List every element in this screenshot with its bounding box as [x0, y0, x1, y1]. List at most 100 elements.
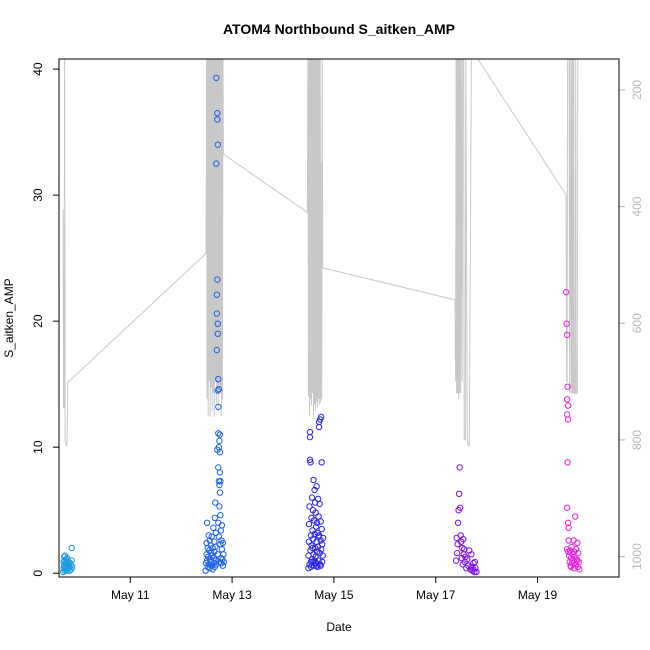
data-point-0-29 [68, 566, 75, 573]
data-point-2-34 [313, 483, 320, 490]
concentration-line-layer [62, 59, 579, 447]
data-point-1-45 [214, 320, 222, 327]
data-point-0-27 [68, 557, 75, 564]
data-point-1-77 [219, 562, 227, 569]
data-point-2-6 [306, 456, 314, 463]
data-point-1-32 [212, 557, 220, 564]
data-point-1-65 [216, 489, 224, 496]
data-point-2-52 [318, 413, 325, 421]
y2-tick-label-0: 200 [630, 80, 644, 100]
data-point-2-57 [319, 541, 326, 548]
data-point-2-8 [306, 428, 314, 436]
data-point-4-36 [567, 563, 575, 571]
data-point-1-58 [216, 437, 223, 445]
data-point-3-8 [457, 504, 464, 511]
data-points-layer [59, 74, 583, 576]
data-point-1-78 [220, 551, 227, 558]
data-point-1-66 [217, 478, 224, 485]
y2-tick-label-2: 600 [630, 313, 644, 333]
axes-layer: May 11 May 13 May 15 May 17 May 19 0 10 20 30 40 2… [31, 62, 644, 602]
data-point-2-54 [318, 525, 325, 533]
plot-frame [58, 58, 620, 578]
data-point-4-0 [562, 289, 570, 296]
data-point-2-47 [316, 500, 323, 508]
y-axis-title: S_aitken_AMP [2, 278, 16, 357]
data-point-4-34 [575, 558, 582, 566]
data-point-3-32 [471, 558, 479, 566]
data-point-0-26 [68, 544, 75, 552]
y2-tick-label-4: 1000 [630, 543, 644, 570]
y2-tick-label-3: 800 [630, 430, 644, 450]
data-point-2-61 [309, 544, 316, 552]
data-point-3-31 [470, 566, 477, 573]
data-point-2-27 [311, 544, 319, 552]
data-point-1-44 [214, 141, 222, 148]
y-tick-label-1: 10 [31, 440, 45, 454]
data-point-4-35 [576, 566, 583, 573]
data-point-1-51 [215, 430, 222, 437]
data-point-1-42 [214, 276, 221, 283]
data-point-1-76 [219, 539, 227, 547]
data-point-2-58 [319, 552, 326, 559]
data-point-4-4 [563, 396, 571, 403]
data-point-1-67 [217, 512, 224, 519]
data-point-2-64 [315, 533, 322, 540]
data-point-2-25 [311, 486, 318, 494]
x-tick-label-0: May 11 [111, 588, 150, 602]
data-point-1-23 [210, 524, 217, 531]
data-point-2-32 [312, 523, 320, 530]
data-point-4-9 [563, 504, 571, 511]
chart-title: ATOM4 Northbound S_aitken_AMP [223, 21, 455, 37]
data-point-2-63 [313, 562, 320, 569]
data-point-2-9 [307, 459, 314, 466]
y-tick-label-0: 0 [31, 570, 45, 577]
data-point-1-28 [211, 514, 219, 521]
data-point-1-46 [214, 330, 222, 337]
data-point-1-40 [214, 110, 221, 117]
data-point-2-36 [313, 519, 321, 526]
data-point-4-11 [565, 524, 572, 531]
line-series-0 [62, 59, 579, 447]
data-point-1-69 [217, 527, 225, 534]
y-tick-label-4: 40 [31, 62, 45, 76]
data-point-1-74 [218, 522, 226, 529]
data-point-1-31 [212, 543, 219, 550]
data-point-1-38 [213, 310, 221, 317]
data-point-4-27 [572, 513, 579, 520]
data-point-1-37 [213, 291, 221, 298]
x-tick-label-2: May 15 [314, 588, 354, 602]
data-point-4-3 [564, 383, 571, 390]
data-point-1-4 [203, 519, 211, 526]
data-point-1-63 [216, 449, 224, 456]
y2-tick-label-1: 400 [630, 196, 644, 216]
data-point-3-7 [456, 464, 463, 471]
data-point-1-18 [208, 533, 215, 540]
data-point-4-2 [563, 331, 571, 339]
data-point-2-55 [318, 459, 325, 466]
data-point-3-14 [460, 536, 467, 543]
data-point-1-79 [220, 558, 228, 566]
data-point-3-20 [464, 556, 471, 563]
data-point-2-21 [310, 476, 317, 484]
data-point-2-51 [317, 518, 324, 525]
data-point-2-65 [317, 562, 324, 569]
data-point-1-49 [215, 375, 222, 383]
data-point-1-35 [213, 74, 220, 82]
data-point-3-0 [452, 557, 460, 564]
data-point-2-3 [305, 520, 313, 528]
data-point-4-6 [563, 411, 571, 418]
data-point-4-37 [571, 548, 578, 555]
data-point-1-60 [216, 503, 223, 510]
data-point-1-36 [213, 160, 220, 167]
data-point-3-6 [455, 490, 463, 497]
data-point-2-60 [307, 558, 315, 566]
data-point-2-59 [320, 534, 327, 542]
data-point-1-33 [212, 529, 220, 537]
data-point-4-38 [574, 557, 581, 564]
x-tick-label-1: May 13 [212, 588, 252, 602]
data-point-2-4 [306, 503, 313, 510]
y-tick-label-2: 20 [31, 314, 45, 328]
data-point-1-5 [203, 557, 211, 564]
data-point-3-21 [465, 562, 472, 569]
